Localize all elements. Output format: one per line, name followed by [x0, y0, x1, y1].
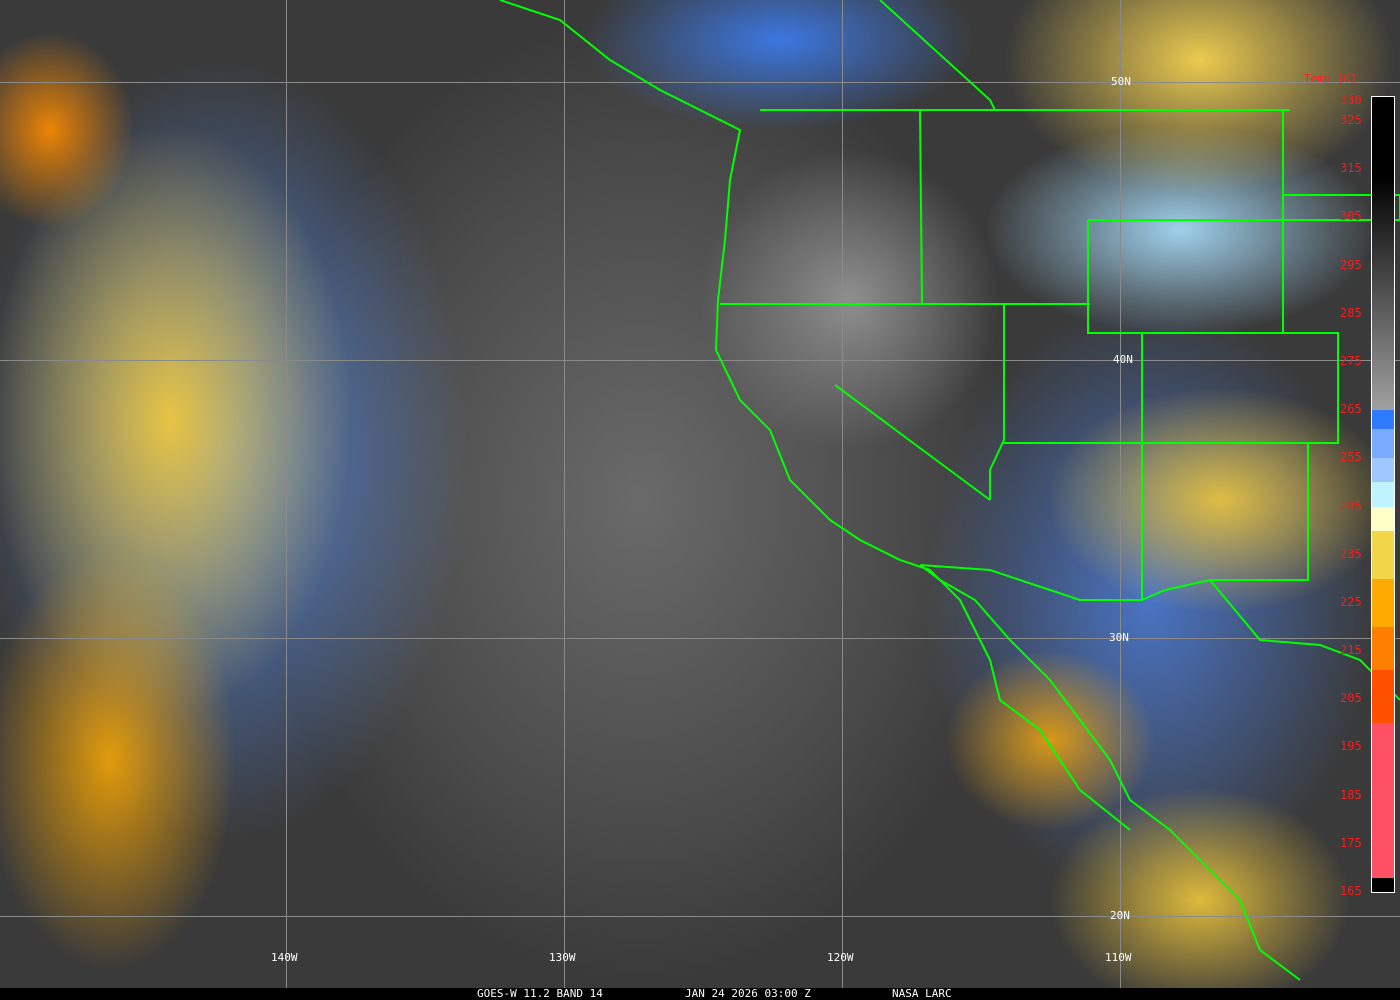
state-border-wy	[1088, 219, 1284, 334]
caption-satellite: GOES-W 11.2 BAND 14	[477, 987, 603, 1000]
colorbar-segment	[1372, 627, 1394, 671]
latitude-line-50n	[0, 82, 1400, 83]
longitude-line-110w	[1120, 0, 1121, 988]
state-border-nv	[989, 304, 1005, 500]
state-border-mt	[1282, 110, 1400, 221]
colorbar-segment	[1372, 429, 1394, 459]
colorbar-tick-label: 215	[1340, 643, 1362, 658]
colorbar-segment	[1372, 482, 1394, 507]
image-caption: GOES-W 11.2 BAND 14 JAN 24 2026 03:00 Z …	[0, 988, 1400, 1000]
longitude-label-120w: 120W	[827, 951, 854, 964]
state-border-ut	[1004, 220, 1143, 444]
colorbar-segment	[1372, 410, 1394, 430]
colorbar-tick-label: 195	[1340, 739, 1362, 754]
colorbar-segment	[1372, 578, 1394, 627]
longitude-line-140w	[286, 0, 287, 988]
longitude-label-140w: 140W	[271, 951, 298, 964]
latitude-label-40n: 40N	[1113, 353, 1133, 366]
latitude-line-40n	[0, 360, 1400, 361]
colorbar-tick-label: 245	[1340, 498, 1362, 513]
longitude-line-130w	[564, 0, 565, 988]
state-border-co	[1142, 332, 1339, 444]
baja-coast	[919, 564, 1301, 981]
state-border-ca-nv	[834, 384, 991, 501]
colorbar-tick-label: 330	[1340, 93, 1362, 107]
state-border-az-nm	[1141, 443, 1309, 602]
longitude-label-130w: 130W	[549, 951, 576, 964]
colorbar-tick-label: 295	[1340, 257, 1362, 272]
caption-source: NASA LARC	[892, 987, 952, 1000]
west-coastline	[499, 0, 1131, 831]
colorbar-tick-label: 225	[1340, 594, 1362, 609]
colorbar-title: Temp [K]	[1304, 72, 1357, 85]
colorbar-segment	[1372, 877, 1394, 892]
colorbar-segment	[1372, 670, 1394, 724]
temperature-colorbar	[1371, 96, 1395, 893]
colorbar-segment	[1372, 97, 1394, 411]
colorbar-segment	[1372, 723, 1394, 878]
colorbar-tick-label: 255	[1340, 450, 1362, 465]
colorbar-tick-label: 315	[1340, 161, 1362, 176]
caption-datetime: JAN 24 2026 03:00 Z	[685, 987, 811, 1000]
colorbar-tick-label: 275	[1340, 354, 1362, 368]
colorbar-segment	[1372, 530, 1394, 579]
colorbar-tick-label: 175	[1340, 835, 1362, 850]
canada-border-east	[879, 0, 996, 111]
longitude-label-110w: 110W	[1105, 951, 1132, 964]
colorbar-tick-label: 165	[1340, 884, 1362, 898]
latitude-label-30n: 30N	[1109, 631, 1129, 644]
colorbar-tick-label: 305	[1340, 209, 1362, 224]
longitude-line-120w	[842, 0, 843, 988]
colorbar-tick-label: 325	[1340, 113, 1362, 128]
latitude-line-20n	[0, 916, 1400, 917]
latitude-label-20n: 20N	[1110, 909, 1130, 922]
colorbar-tick-label: 235	[1340, 546, 1362, 561]
state-border-id	[919, 109, 923, 305]
colorbar-tick-label: 205	[1340, 691, 1362, 706]
colorbar-tick-label: 285	[1340, 305, 1362, 320]
latitude-label-50n: 50N	[1111, 75, 1131, 88]
colorbar-segment	[1372, 458, 1394, 483]
us-mexico-border	[919, 564, 1142, 601]
colorbar-segment	[1372, 506, 1394, 531]
latitude-line-30n	[0, 638, 1400, 639]
colorbar-tick-label: 185	[1340, 787, 1362, 802]
colorbar-tick-label: 265	[1340, 402, 1362, 417]
